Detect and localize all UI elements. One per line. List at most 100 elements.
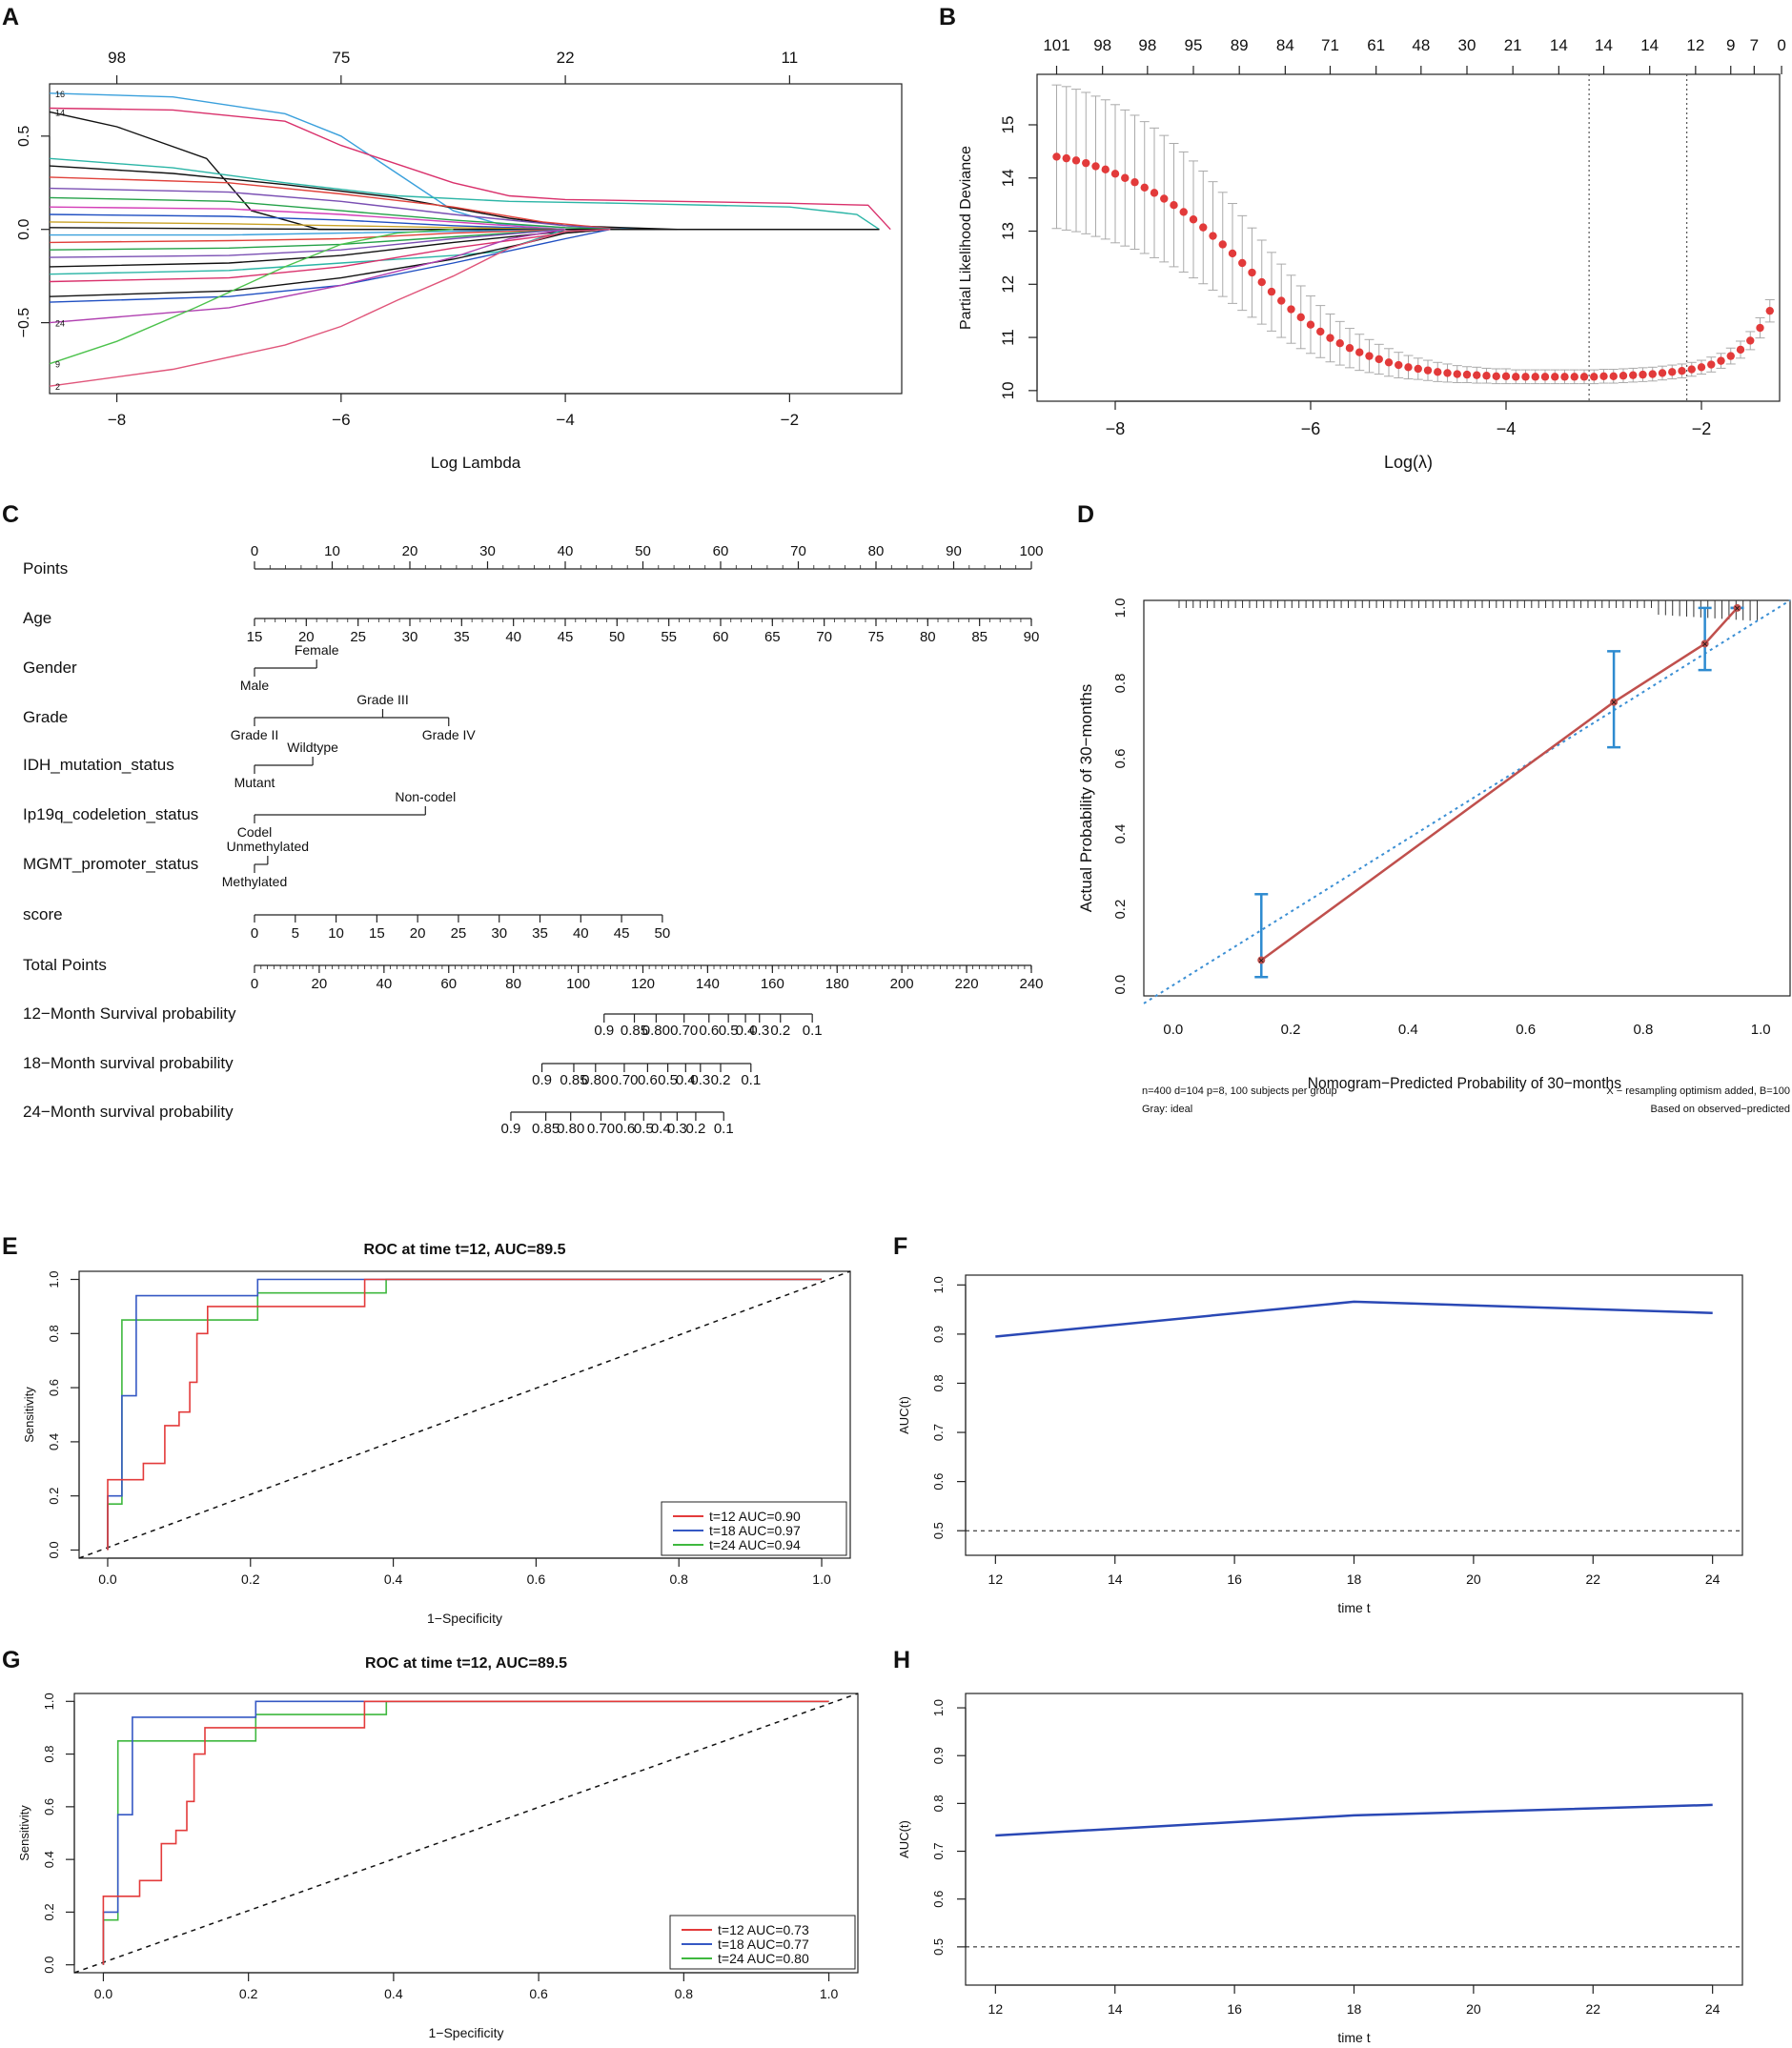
b-deviance-point	[1277, 296, 1286, 305]
b-deviance-point	[1395, 360, 1403, 370]
b-top-tick-label: 14	[1595, 36, 1613, 54]
b-deviance-point	[1687, 365, 1696, 374]
b-deviance-point	[1071, 156, 1081, 165]
e-roc-curve	[107, 1278, 822, 1551]
a-var-label: 24	[55, 319, 65, 329]
a-var-label: 2	[55, 382, 60, 392]
plot-frame	[965, 1693, 1743, 1986]
c-tick-label: 50	[655, 925, 671, 942]
e-x-tick-label: 0.8	[669, 1571, 688, 1587]
c-tick-label: 80	[920, 629, 936, 645]
g-x-tick-label: 0.8	[675, 1986, 694, 2001]
f-x-tick-label: 16	[1227, 1571, 1242, 1587]
g-legend-box	[669, 1915, 856, 1970]
b-deviance-point	[1082, 158, 1090, 168]
b-y-tick-label: 15	[999, 116, 1017, 134]
panel-label-h: H	[893, 1647, 910, 1673]
d-note-right: Based on observed−predicted	[1651, 1104, 1790, 1115]
c-tick-label: 0.85	[560, 1072, 587, 1088]
h-x-tick-label: 12	[988, 2001, 1004, 2017]
b-deviance-point	[1629, 371, 1638, 379]
g-x-tick-label: 0.2	[239, 1986, 258, 2001]
c-tick-label: 70	[816, 629, 832, 645]
c-row-label: 12−Month Survival probability	[23, 1004, 236, 1023]
g-roc-curve	[102, 1700, 829, 1965]
b-deviance-point	[1697, 363, 1706, 372]
a-coef-path-s21	[49, 229, 611, 303]
a-x-tick-label: −4	[556, 411, 574, 429]
a-coef-path-2	[49, 229, 611, 387]
a-coef-path-s19	[49, 229, 611, 283]
a-var-label: 14	[55, 108, 65, 117]
b-deviance-point	[1619, 372, 1628, 380]
b-deviance-point	[1678, 367, 1686, 375]
b-deviance-point	[1121, 173, 1130, 182]
b-deviance-point	[1551, 373, 1559, 381]
b-top-tick-label: 48	[1412, 36, 1430, 54]
b-deviance-point	[1482, 372, 1491, 380]
h-y-tick-label: 0.5	[931, 1938, 946, 1956]
f-x-tick-label: 22	[1585, 1571, 1600, 1587]
g-x-label: 1−Specificity	[429, 2025, 504, 2040]
b-deviance-point	[1160, 194, 1169, 203]
c-tick-label: 35	[532, 925, 548, 942]
e-y-tick-label: 0.0	[47, 1541, 61, 1558]
b-deviance-point	[1287, 305, 1295, 314]
b-deviance-point	[1228, 249, 1237, 258]
h-x-tick-label: 20	[1466, 2001, 1481, 2017]
c-tick-label: 0.1	[714, 1121, 734, 1137]
c-tick-label: 0.2	[770, 1023, 790, 1039]
a-coef-path-s4	[49, 157, 880, 231]
d-x-tick-label: 1.0	[1751, 1022, 1771, 1038]
h-x-tick-label: 14	[1108, 2001, 1123, 2017]
c-tick-label: 240	[1019, 976, 1043, 992]
c-tick-label: 0.1	[803, 1023, 823, 1039]
b-top-tick-label: 30	[1458, 36, 1476, 54]
c-tick-label: 90	[1024, 629, 1040, 645]
f-x-tick-label: 12	[988, 1571, 1004, 1587]
e-legend-entry: t=18 AUC=0.97	[709, 1523, 801, 1538]
c-tick-label: 45	[614, 925, 630, 942]
a-coef-path-9	[49, 229, 454, 365]
c-tick-label: 90	[946, 543, 962, 559]
d-y-tick-label: 0.4	[1112, 824, 1129, 844]
b-deviance-point	[1189, 215, 1198, 224]
h-x-label: time t	[1337, 2030, 1370, 2045]
e-x-label: 1−Specificity	[427, 1611, 502, 1626]
b-top-tick-label: 71	[1321, 36, 1339, 54]
c-row-label: score	[23, 905, 63, 923]
e-x-tick-label: 0.2	[241, 1571, 260, 1587]
b-deviance-point	[1726, 352, 1735, 360]
b-deviance-point	[1179, 208, 1188, 216]
c-tick-label: 10	[324, 543, 340, 559]
d-x-marker: ×	[1701, 639, 1707, 650]
f-y-tick-label: 0.6	[931, 1473, 946, 1490]
c-tick-label: 180	[825, 976, 849, 992]
c-cat-label: Non-codel	[395, 789, 456, 804]
e-title: ROC at time t=12, AUC=89.5	[364, 1242, 566, 1258]
b-x-tick-label: −6	[1301, 419, 1321, 438]
c-tick-label: 25	[451, 925, 467, 942]
c-tick-label: 0.2	[711, 1072, 731, 1088]
b-deviance-point	[1639, 370, 1647, 379]
c-tick-label: 45	[558, 629, 574, 645]
a-coef-path-14	[49, 107, 891, 231]
a-coef-path-s16	[49, 229, 566, 258]
b-top-tick-label: 98	[1093, 36, 1111, 54]
b-deviance-point	[1540, 373, 1550, 381]
c-tick-label: 0	[251, 543, 258, 559]
a-coef-path-s5	[49, 165, 678, 231]
e-y-tick-label: 0.2	[47, 1488, 61, 1505]
c-tick-label: 200	[890, 976, 914, 992]
b-deviance-point	[1736, 345, 1745, 355]
c-tick-label: 0.1	[741, 1072, 761, 1088]
b-deviance-point	[1355, 348, 1364, 356]
h-y-tick-label: 1.0	[931, 1699, 946, 1716]
c-row-label: 24−Month survival probability	[23, 1103, 234, 1121]
b-deviance-point	[1296, 313, 1305, 322]
c-tick-label: 25	[350, 629, 366, 645]
panel-label-e: E	[2, 1233, 18, 1260]
b-x-tick-label: −2	[1692, 419, 1712, 438]
c-tick-label: 0.9	[594, 1023, 614, 1039]
c-cat-label: Unmethylated	[227, 839, 309, 854]
